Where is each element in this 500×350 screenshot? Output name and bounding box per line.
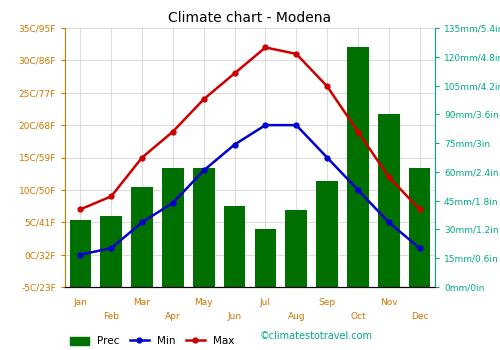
Text: Dec: Dec: [411, 312, 428, 321]
Bar: [162, 168, 184, 287]
Text: Jun: Jun: [228, 312, 241, 321]
Text: Sep: Sep: [318, 298, 336, 307]
Bar: [409, 168, 430, 287]
Bar: [378, 114, 400, 287]
Bar: [224, 206, 246, 287]
Bar: [132, 187, 153, 287]
Text: Apr: Apr: [165, 312, 180, 321]
Bar: [100, 216, 122, 287]
Text: Aug: Aug: [288, 312, 305, 321]
Bar: [286, 210, 307, 287]
Legend: Prec, Min, Max: Prec, Min, Max: [70, 336, 234, 346]
Text: Jan: Jan: [74, 298, 88, 307]
Text: Feb: Feb: [104, 312, 120, 321]
Bar: [316, 182, 338, 287]
Text: ©climatestotravel.com: ©climatestotravel.com: [260, 331, 373, 341]
Text: Oct: Oct: [350, 312, 366, 321]
Text: Mar: Mar: [134, 298, 150, 307]
Text: May: May: [194, 298, 213, 307]
Bar: [347, 47, 368, 287]
Title: Climate chart - Modena: Climate chart - Modena: [168, 12, 332, 26]
Text: Jul: Jul: [260, 298, 271, 307]
Bar: [254, 230, 276, 287]
Text: Nov: Nov: [380, 298, 398, 307]
Bar: [193, 168, 214, 287]
Bar: [70, 220, 91, 287]
